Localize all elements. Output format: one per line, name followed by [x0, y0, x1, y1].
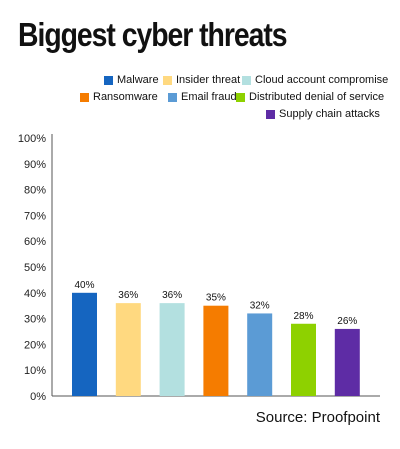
legend-item-distributed-denial-of-service: Distributed denial of service: [236, 91, 384, 103]
legend-swatch-malware: [104, 75, 113, 85]
y-tick-label-80: 80%: [24, 185, 46, 197]
y-tick-label-70: 70%: [24, 210, 46, 222]
legend-label-cloud-account-compromise: Cloud account compromise: [255, 74, 389, 86]
y-tick-label-60: 60%: [24, 236, 46, 248]
legend-item-cloud-account-compromise: Cloud account compromise: [242, 74, 388, 86]
source-note: Source: Proofpoint: [255, 409, 380, 426]
bar-supply-chain-attacks: [334, 328, 360, 396]
y-tick-label-90: 90%: [24, 159, 46, 171]
data-label-distributed-denial-of-service: 28%: [293, 311, 313, 322]
legend-swatch-ransomware: [80, 92, 89, 102]
legend-label-distributed-denial-of-service: Distributed denial of service: [249, 91, 385, 103]
data-label-ransomware: 35%: [206, 293, 226, 304]
legend-swatch-cloud-account-compromise: [242, 75, 251, 85]
legend-item-ransomware: Ransomware: [80, 91, 158, 103]
bar-malware: [72, 292, 97, 396]
y-tick-label-10: 10%: [24, 365, 46, 377]
legend-label-insider-threat: Insider threat: [176, 74, 241, 86]
legend-swatch-supply-chain-attacks: [266, 109, 275, 119]
y-tick-label-0: 0%: [30, 391, 46, 403]
bar-distributed-denial-of-service: [291, 323, 316, 396]
bar-cloud-account-compromise: [159, 303, 185, 396]
legend-label-ransomware: Ransomware: [93, 91, 158, 103]
y-tick-label-100: 100%: [18, 133, 46, 145]
legend-label-malware: Malware: [117, 74, 159, 86]
chart-title: Biggest cyber threats: [18, 16, 288, 53]
legend-item-malware: Malware: [104, 74, 159, 86]
bar-email-fraud: [247, 313, 273, 396]
bar-insider-threat: [115, 303, 141, 396]
legend-item-insider-threat: Insider threat: [163, 74, 240, 86]
data-label-malware: 40%: [74, 280, 94, 291]
data-label-insider-threat: 36%: [118, 290, 138, 301]
legend-label-supply-chain-attacks: Supply chain attacks: [279, 108, 380, 120]
legend-swatch-insider-threat: [163, 75, 172, 85]
data-label-supply-chain-attacks: 26%: [337, 316, 357, 327]
data-label-cloud-account-compromise: 36%: [162, 290, 182, 301]
y-tick-label-50: 50%: [24, 262, 46, 274]
y-tick-label-40: 40%: [24, 288, 46, 300]
y-tick-label-20: 20%: [24, 339, 46, 351]
legend-item-supply-chain-attacks: Supply chain attacks: [266, 108, 380, 120]
data-label-email-fraud: 32%: [250, 300, 270, 311]
bar-ransomware: [203, 305, 229, 396]
y-tick-label-30: 30%: [24, 314, 46, 326]
legend-label-email-fraud: Email fraud: [181, 91, 237, 103]
legend-swatch-distributed-denial-of-service: [236, 92, 245, 102]
legend-item-email-fraud: Email fraud: [168, 91, 237, 103]
legend-swatch-email-fraud: [168, 92, 177, 102]
